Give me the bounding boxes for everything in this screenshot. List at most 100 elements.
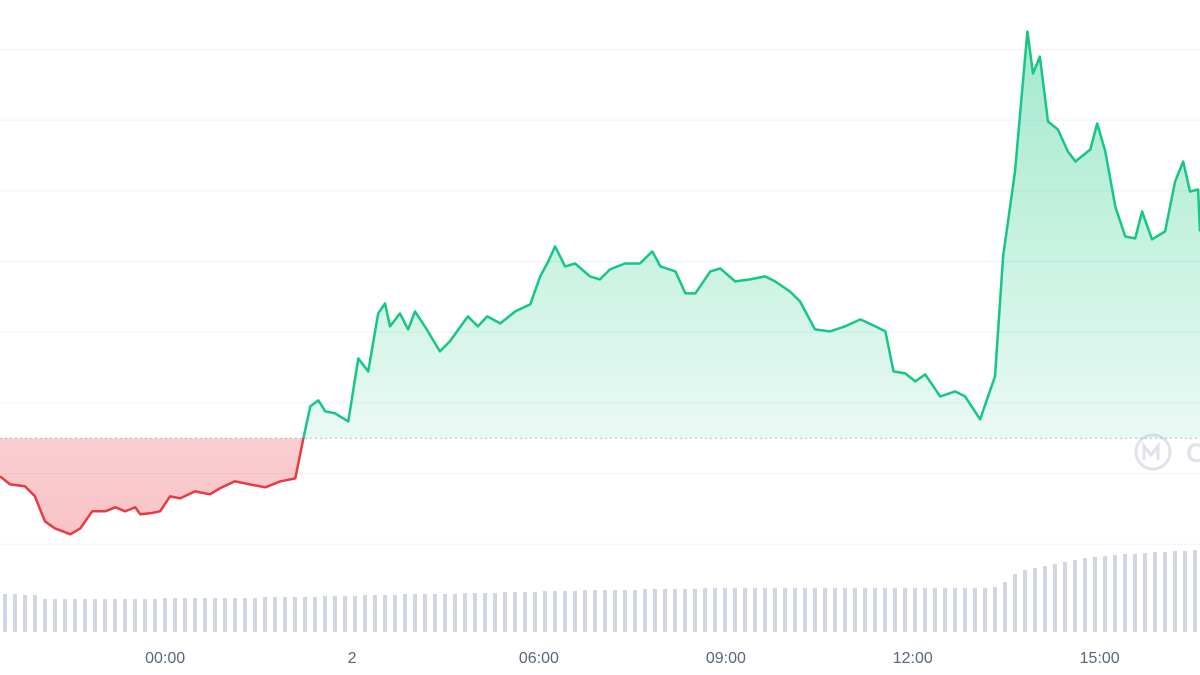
volume-bar	[423, 594, 427, 632]
volume-bar	[833, 588, 837, 632]
volume-bar	[1033, 568, 1037, 632]
watermark-logo	[1134, 433, 1172, 471]
volume-bar	[763, 588, 767, 632]
volume-bar	[1113, 555, 1117, 632]
volume-bar	[43, 599, 47, 632]
volume-bar	[803, 588, 807, 632]
volume-bar	[813, 588, 817, 632]
volume-bar	[333, 596, 337, 632]
volume-bar	[353, 596, 357, 632]
volume-bar	[783, 588, 787, 632]
volume-bar	[143, 599, 147, 632]
volume-bar	[463, 593, 467, 632]
volume-bar	[663, 589, 667, 632]
volume-bar	[263, 597, 267, 632]
volume-bar	[563, 591, 567, 632]
volume-bar	[313, 597, 317, 632]
volume-bar	[173, 598, 177, 632]
volume-bar	[613, 590, 617, 632]
volume-bar	[183, 598, 187, 632]
volume-bar	[503, 592, 507, 632]
volume-bar	[1053, 564, 1057, 632]
volume-bar	[393, 595, 397, 632]
volume-bar	[1073, 560, 1077, 632]
volume-bar	[793, 588, 797, 632]
volume-bar	[693, 589, 697, 632]
area-up	[303, 31, 1200, 439]
volume-bar	[993, 587, 997, 632]
volume-bar	[363, 595, 367, 632]
volume-bar	[933, 588, 937, 632]
volume-bar	[853, 588, 857, 632]
volume-bar	[863, 588, 867, 632]
volume-bar	[893, 588, 897, 632]
price-line-up	[302, 30, 1200, 439]
volume-bar	[83, 599, 87, 632]
volume-bar	[203, 598, 207, 632]
volume-bar	[1143, 553, 1147, 632]
volume-bar	[303, 597, 307, 632]
volume-bar	[623, 590, 627, 632]
price-line-down	[0, 438, 305, 536]
volume-bar	[913, 588, 917, 632]
volume-bar	[873, 588, 877, 632]
x-tick-label: 2	[348, 650, 357, 667]
volume-bar	[53, 599, 57, 632]
volume-bar	[383, 595, 387, 632]
watermark-text: CoinMarketCap	[1186, 438, 1200, 468]
volume-bar	[3, 594, 7, 632]
volume-layer	[3, 550, 1197, 632]
volume-bar	[223, 598, 227, 632]
volume-bar	[343, 596, 347, 632]
x-tick-label: 00:00	[145, 650, 185, 667]
volume-bar	[33, 595, 37, 632]
volume-bar	[1183, 551, 1187, 632]
volume-bar	[573, 591, 577, 632]
volume-bar	[823, 588, 827, 632]
volume-bar	[153, 599, 157, 632]
volume-bar	[583, 590, 587, 632]
volume-bar	[513, 592, 517, 632]
x-tick-label: 12:00	[893, 650, 933, 667]
volume-bar	[1083, 558, 1087, 632]
volume-bar	[433, 594, 437, 632]
area-down	[0, 438, 1200, 535]
volume-bar	[963, 588, 967, 632]
volume-bar	[733, 588, 737, 632]
volume-bar	[903, 588, 907, 632]
volume-bar	[943, 588, 947, 632]
volume-bar	[193, 598, 197, 632]
volume-bar	[233, 598, 237, 632]
volume-bar	[253, 598, 257, 632]
volume-bar	[1093, 557, 1097, 632]
volume-bar	[73, 599, 77, 632]
volume-bar	[293, 597, 297, 632]
volume-bar	[103, 599, 107, 632]
volume-bar	[923, 588, 927, 632]
x-tick-label: 06:00	[519, 650, 559, 667]
volume-bar	[843, 588, 847, 632]
volume-bar	[773, 588, 777, 632]
volume-bar	[373, 595, 377, 632]
volume-bar	[593, 590, 597, 632]
volume-bar	[133, 599, 137, 632]
volume-bar	[1023, 570, 1027, 632]
volume-bar	[323, 596, 327, 632]
volume-bar	[473, 593, 477, 632]
volume-bar	[113, 599, 117, 632]
volume-bar	[493, 593, 497, 632]
volume-bar	[243, 598, 247, 632]
volume-bar	[603, 590, 607, 632]
volume-bar	[23, 595, 27, 632]
volume-bar	[63, 599, 67, 632]
volume-bar	[523, 592, 527, 632]
volume-bar	[633, 590, 637, 632]
volume-bar	[953, 588, 957, 632]
volume-bar	[753, 588, 757, 632]
volume-bar	[673, 589, 677, 632]
volume-bar	[1103, 556, 1107, 632]
volume-bar	[683, 589, 687, 632]
